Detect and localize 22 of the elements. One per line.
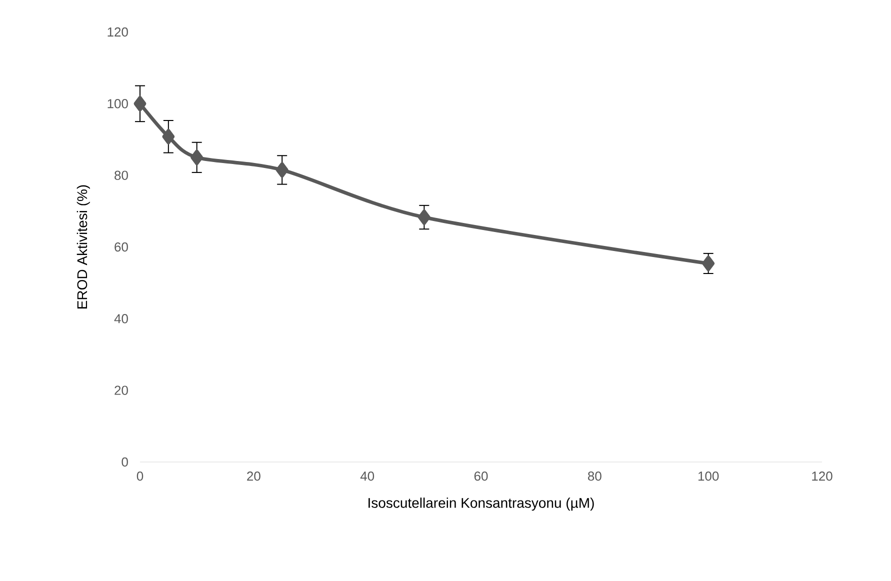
y-tick-label: 80: [114, 170, 128, 180]
y-tick-label: 120: [108, 27, 128, 37]
y-axis-title: EROD Aktivitesi (%): [76, 185, 90, 308]
x-tick-label: 100: [698, 472, 719, 481]
x-tick-label: 80: [588, 472, 602, 481]
y-tick-label: 20: [114, 386, 128, 395]
x-tick-label: 0: [136, 472, 144, 481]
point: [276, 162, 288, 178]
y-tick-label: 40: [114, 314, 128, 324]
x-axis-title: Isoscutellarein Konsantrasyonu (µM): [368, 498, 594, 511]
y-tick-label: 0: [122, 457, 128, 467]
y-tick-label: 60: [114, 242, 128, 252]
point: [134, 96, 146, 112]
point: [162, 128, 175, 144]
x-tick-label: 60: [474, 472, 488, 481]
x-tick-label: 40: [360, 472, 374, 481]
x-tick-label: 120: [812, 472, 832, 481]
x-tick-label: 20: [247, 472, 260, 481]
point: [418, 210, 430, 226]
point: [190, 150, 204, 166]
point: [702, 256, 715, 272]
y-tick-label: 100: [108, 99, 128, 108]
